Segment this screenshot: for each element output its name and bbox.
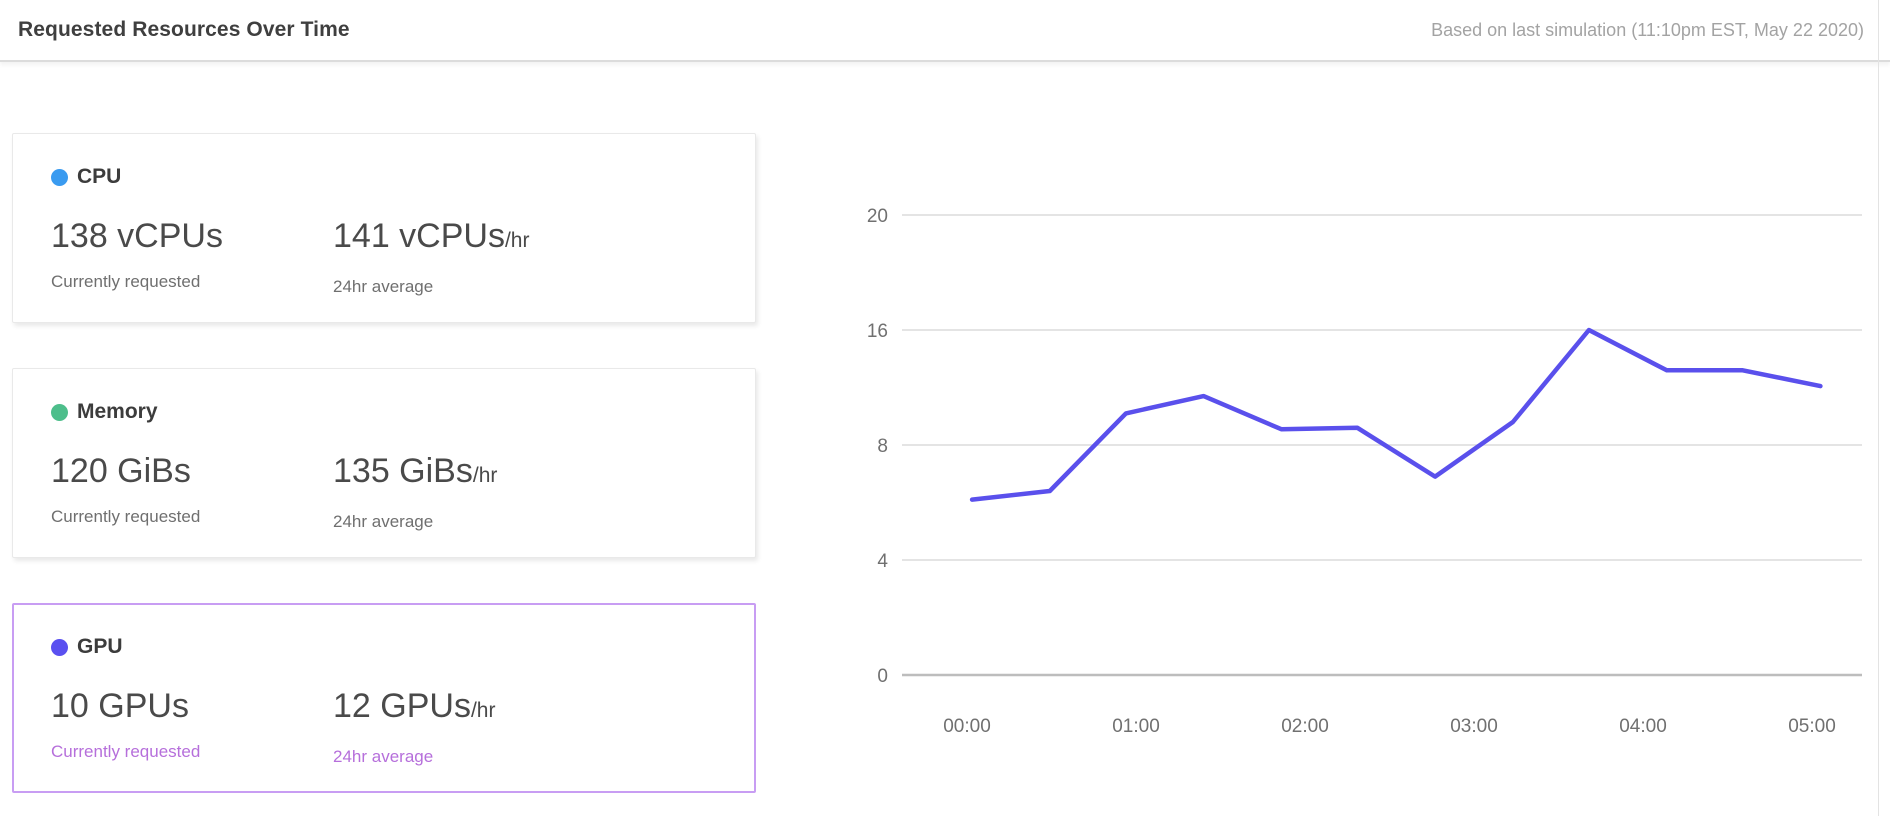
card-values: 120 GiBs Currently requested 135 GiBs/hr… [51,449,717,532]
card-label-row: CPU [51,164,717,190]
current-caption: Currently requested [51,507,201,526]
average-number: 135 GiBs [333,452,473,490]
right-edge-divider [1878,0,1879,816]
average-suffix: /hr [472,464,498,487]
x-axis-tick-label: 00:00 [943,716,991,737]
average-column: 135 GiBs/hr 24hr average [333,449,717,532]
current-caption: Currently requested [51,272,201,291]
y-axis-tick-label: 4 [877,551,888,572]
x-axis-tick-label: 04:00 [1619,716,1667,737]
memory-series-dot [51,403,68,421]
gpu-series-dot [51,638,68,656]
average-column: 12 GPUs/hr 24hr average [333,684,717,767]
x-axis-tick-label: 01:00 [1112,716,1160,737]
x-axis-tick-label: 05:00 [1788,716,1836,737]
average-column: 141 vCPUs/hr 24hr average [333,214,717,297]
resource-card-cpu[interactable]: CPU 138 vCPUs Currently requested 141 vC… [12,133,756,323]
resource-cards: CPU 138 vCPUs Currently requested 141 vC… [12,133,756,838]
cpu-series-dot [51,168,68,186]
average-caption: 24hr average [333,512,434,531]
line-chart-svg: 20 16 8 4 0 00:00 01:00 02:00 03:00 04:00 05:00 [867,206,1862,737]
card-label: Memory [77,400,158,423]
average-number: 12 GPUs [333,687,471,725]
resource-card-memory[interactable]: Memory 120 GiBs Currently requested 135 … [12,368,756,558]
x-axis-tick-label: 02:00 [1281,716,1329,737]
gpu-usage-line [969,327,1823,502]
y-axis-tick-label: 0 [877,666,888,687]
page-title: Requested Resources Over Time [18,18,350,41]
average-value: 12 GPUs/hr [333,684,717,733]
average-caption: 24hr average [333,277,434,296]
average-value: 135 GiBs/hr [333,449,717,498]
simulation-timestamp: Based on last simulation (11:10pm EST, M… [1431,19,1864,40]
current-column: 10 GPUs Currently requested [51,684,333,767]
resource-card-gpu[interactable]: GPU 10 GPUs Currently requested 12 GPUs/… [12,603,756,793]
average-number: 141 vCPUs [333,217,505,255]
average-value: 141 vCPUs/hr [333,214,717,263]
y-axis-tick-label: 20 [867,206,888,227]
y-axis-tick-label: 8 [877,436,888,457]
panel-header: Requested Resources Over Time Based on l… [0,0,1890,62]
card-label: CPU [77,165,122,188]
resource-usage-chart: 20 16 8 4 0 00:00 01:00 02:00 03:00 04:00 05:00 [840,187,1870,767]
current-value: 10 GPUs [51,687,189,725]
current-caption: Currently requested [51,742,201,761]
card-values: 10 GPUs Currently requested 12 GPUs/hr 2… [51,684,717,767]
card-label-row: Memory [51,399,717,425]
x-axis-tick-label: 03:00 [1450,716,1498,737]
average-suffix: /hr [504,229,530,252]
card-values: 138 vCPUs Currently requested 141 vCPUs/… [51,214,717,297]
average-caption: 24hr average [333,747,434,766]
current-column: 138 vCPUs Currently requested [51,214,333,297]
card-label: GPU [77,635,123,658]
current-value: 138 vCPUs [51,217,223,255]
current-value: 120 GiBs [51,452,191,490]
card-label-row: GPU [51,634,717,660]
current-column: 120 GiBs Currently requested [51,449,333,532]
y-axis-tick-label: 16 [867,321,888,342]
average-suffix: /hr [470,699,496,722]
